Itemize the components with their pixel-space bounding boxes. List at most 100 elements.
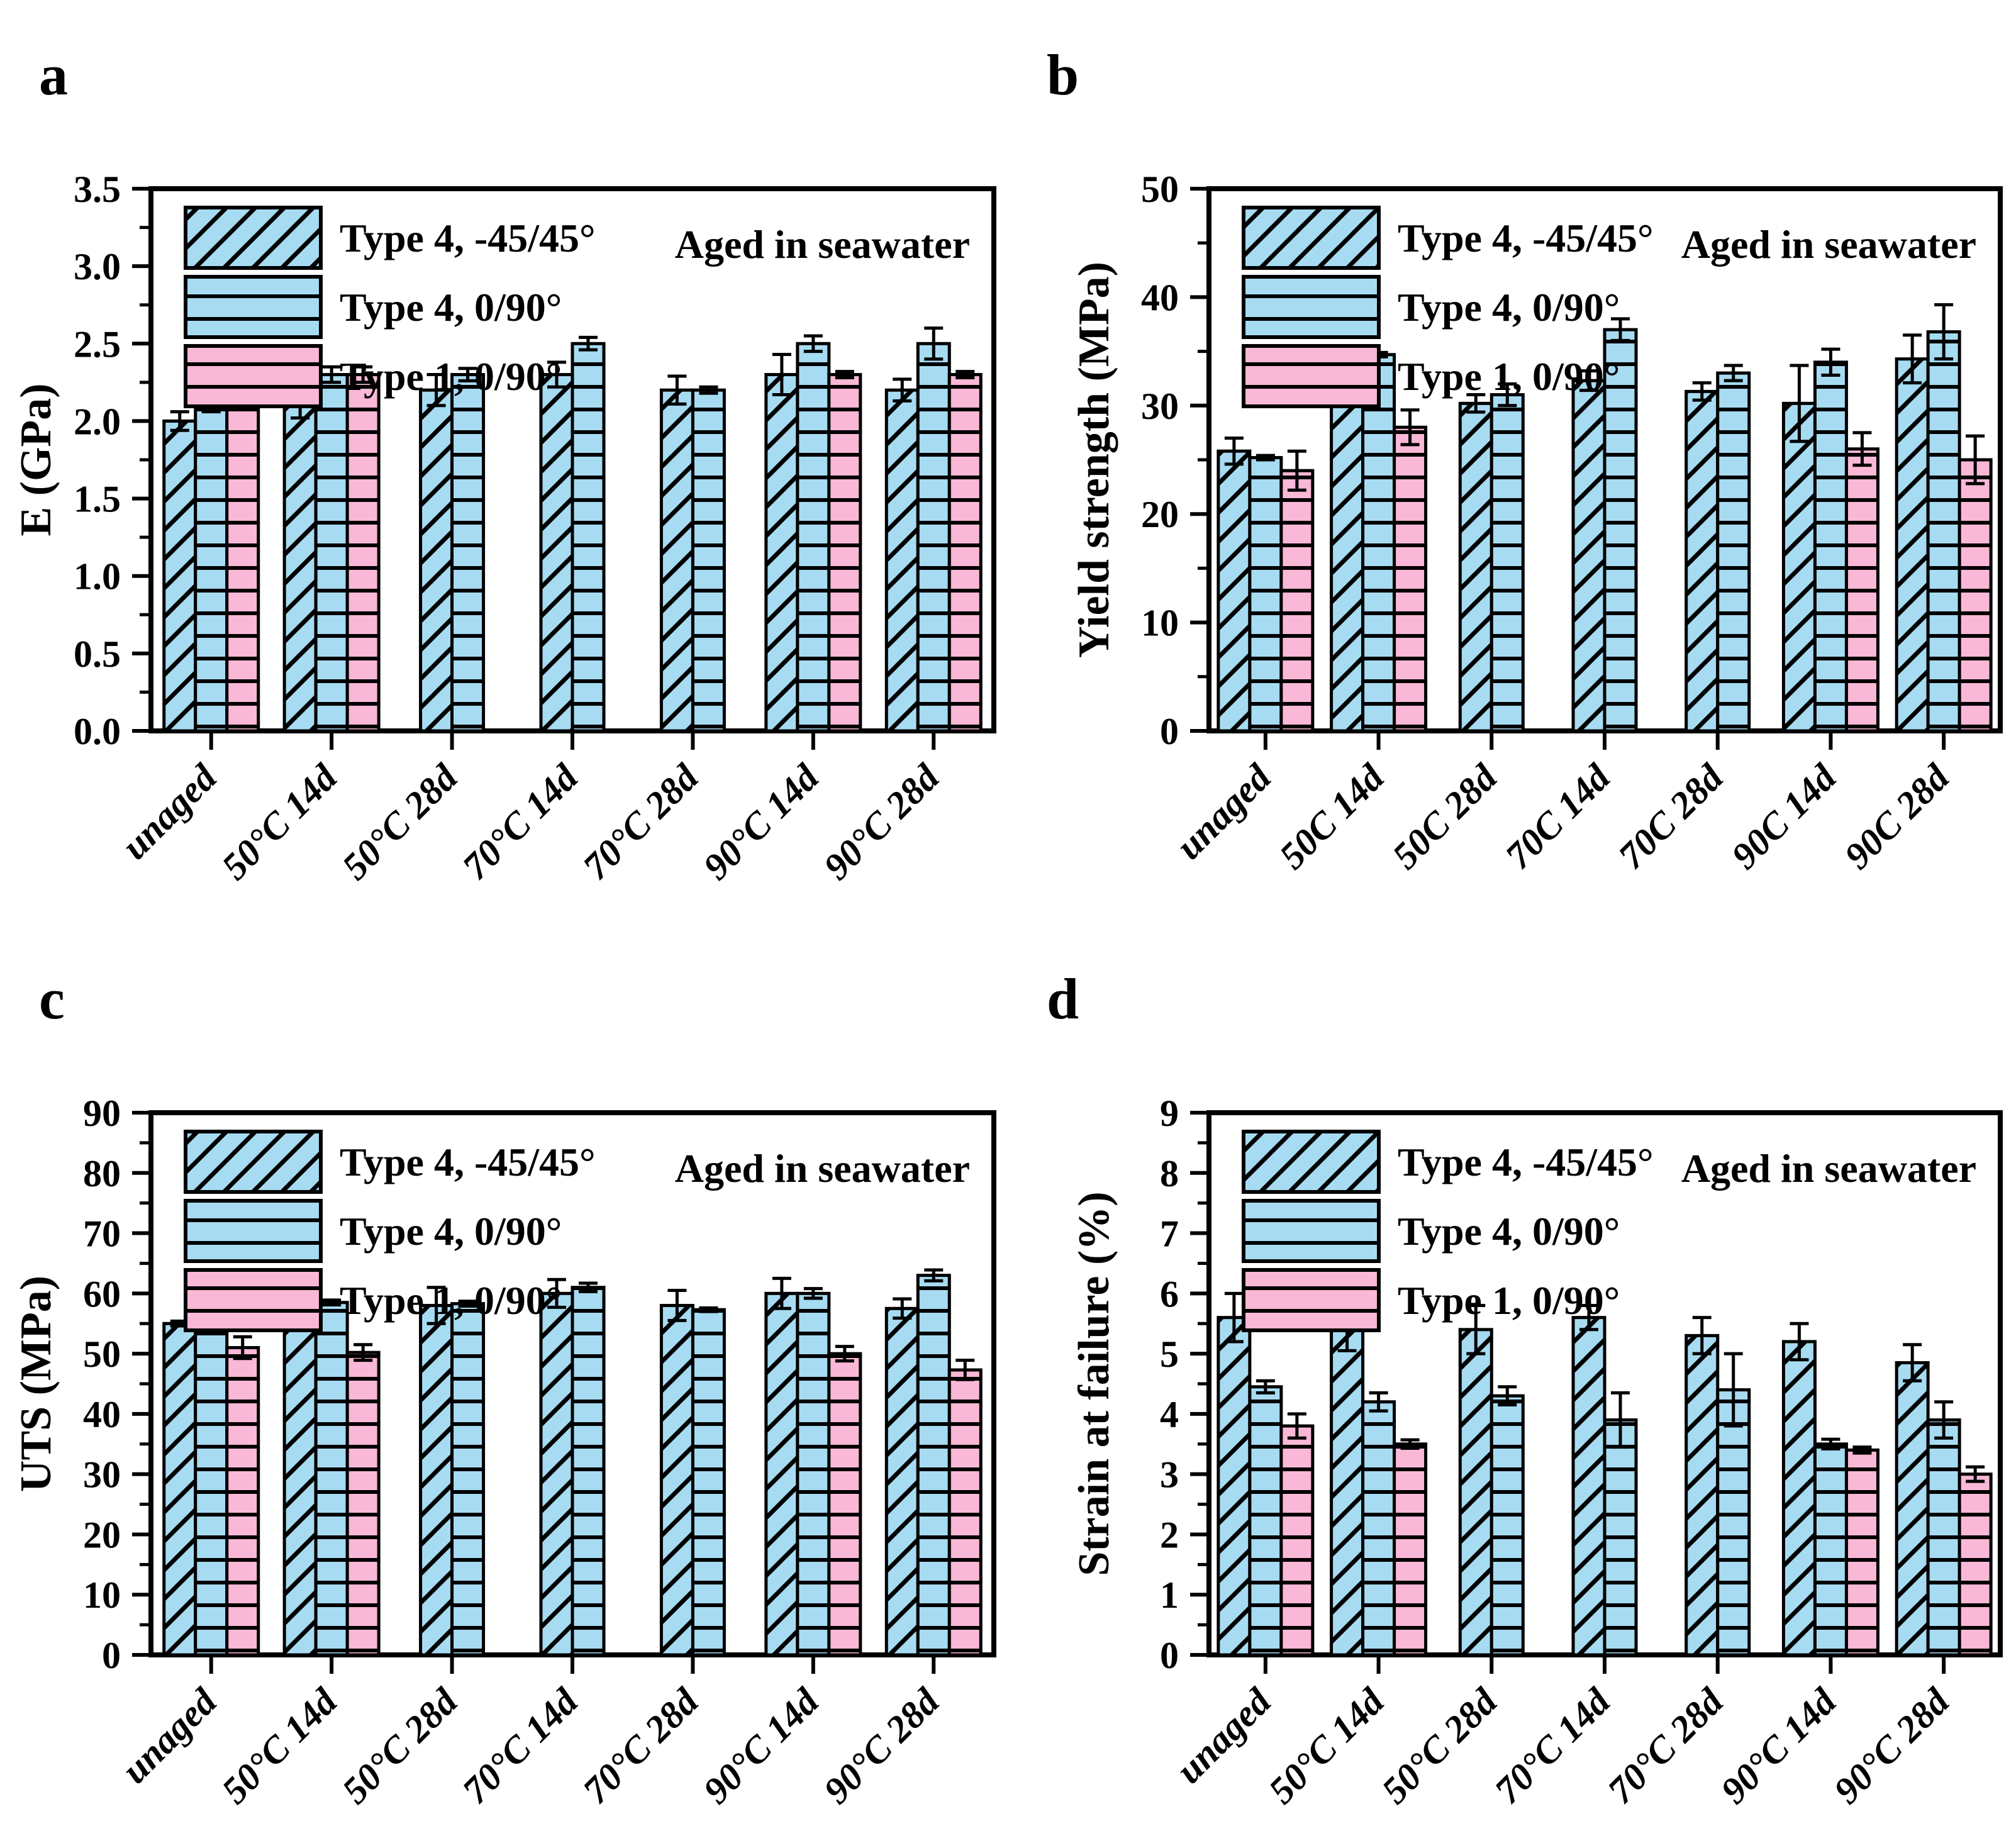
x-tick-label: 50°C 14d — [214, 756, 345, 888]
legend-label: Type 4, -45/45° — [340, 216, 596, 260]
bar — [796, 1291, 831, 1657]
bar — [1248, 456, 1283, 733]
bar — [450, 373, 486, 733]
bar — [225, 1346, 260, 1657]
bar — [827, 1352, 862, 1657]
bar — [1571, 1316, 1607, 1657]
y-axis-title: E (GPa) — [12, 383, 60, 536]
legend-label: Type 4, 0/90° — [340, 1209, 562, 1254]
x-tick-label: unaged — [1168, 756, 1279, 867]
bar — [539, 1291, 574, 1657]
bar — [1685, 1333, 1720, 1657]
bar — [1603, 328, 1638, 733]
legend-label: Type 1, 0/90° — [340, 1278, 562, 1323]
bar — [1458, 1328, 1493, 1657]
bar — [1958, 1472, 1993, 1657]
bar — [947, 373, 983, 733]
panel-a: a 0.0 0.5 1.0 1.5 2.0 2.5 3.0 3.5 E (GPa) unaged 50… — [0, 0, 1008, 924]
panel-letter: d — [1047, 967, 1079, 1031]
bar — [691, 388, 726, 733]
x-tick-label: 90°C 14d — [695, 756, 827, 888]
bar — [1781, 1340, 1817, 1657]
bar — [314, 1301, 349, 1657]
y-tick-label: 0.5 — [74, 633, 121, 675]
x-tick-label: 70C 14d — [1498, 756, 1618, 877]
bar — [1685, 389, 1720, 733]
bar — [659, 388, 694, 733]
bar — [1844, 447, 1880, 733]
y-tick-label: 0 — [102, 1635, 121, 1676]
bar — [282, 1316, 318, 1657]
y-axis-title: Strain at failure (%) — [1070, 1191, 1118, 1576]
x-tick-label: 90C 14d — [1724, 756, 1844, 877]
bar — [1813, 360, 1848, 733]
bar — [1781, 401, 1817, 733]
y-tick-label: 90 — [83, 1093, 121, 1134]
y-tick-label: 30 — [1141, 386, 1179, 427]
y-axis-title: Yield strength (MPa) — [1070, 262, 1118, 658]
x-tick-label: 90°C 14d — [1713, 1680, 1844, 1812]
x-tick-label: 70°C 14d — [455, 1680, 586, 1812]
bar — [1330, 387, 1365, 733]
legend-swatch — [184, 1199, 323, 1263]
legend-swatch — [1242, 1199, 1381, 1263]
x-tick-label: 90°C 28d — [816, 756, 947, 888]
bar — [1248, 1385, 1283, 1657]
bar — [884, 1306, 920, 1657]
y-tick-label: 2.5 — [74, 323, 121, 365]
bar — [1958, 458, 1993, 733]
bar — [1895, 1361, 1930, 1657]
bar — [1393, 1442, 1428, 1657]
bar — [1813, 1442, 1848, 1657]
legend-swatch — [1242, 275, 1381, 339]
y-tick-label: 0 — [1160, 711, 1179, 752]
y-tick-label: 10 — [1141, 603, 1179, 644]
bar — [571, 1286, 606, 1657]
legend-label: Type 4, -45/45° — [340, 1140, 596, 1184]
bar — [1330, 1318, 1365, 1657]
legend-swatch — [184, 206, 323, 270]
y-tick-label: 40 — [1141, 277, 1179, 318]
bar — [1361, 353, 1396, 733]
panel-letter: a — [39, 43, 68, 107]
legend-swatch — [184, 1268, 323, 1332]
bar — [450, 1302, 486, 1657]
panel-d: d 0 1 2 3 4 5 6 7 8 9 Strain at failure (%) unaged 50… — [1008, 924, 2016, 1848]
y-tick-label: 8 — [1160, 1153, 1179, 1194]
bar — [282, 404, 318, 733]
legend-label: Type 4, 0/90° — [1398, 285, 1620, 330]
bar — [571, 342, 606, 733]
x-tick-label: 50°C 14d — [214, 1680, 345, 1812]
bar — [1716, 1388, 1751, 1657]
bar — [1217, 449, 1252, 733]
bar — [884, 388, 920, 733]
bar — [162, 1322, 198, 1657]
y-tick-label: 0 — [1160, 1635, 1179, 1676]
y-tick-label: 1 — [1160, 1574, 1179, 1616]
x-tick-label: 50°C 28d — [1374, 1680, 1505, 1812]
y-axis-title: UTS (MPa) — [12, 1276, 60, 1492]
bar — [1393, 425, 1428, 733]
y-tick-label: 30 — [83, 1454, 121, 1496]
legend-label: Type 4, 0/90° — [340, 285, 562, 330]
bar — [827, 373, 862, 733]
y-tick-label: 1.0 — [74, 556, 121, 598]
y-tick-label: 80 — [83, 1153, 121, 1194]
x-tick-label: 50C 14d — [1271, 756, 1392, 877]
x-tick-label: 70°C 28d — [575, 756, 706, 888]
legend-label: Type 1, 0/90° — [1398, 354, 1620, 399]
bar — [194, 404, 229, 733]
x-tick-label: 50°C 28d — [334, 756, 465, 888]
y-tick-label: 10 — [83, 1574, 121, 1616]
y-tick-label: 70 — [83, 1213, 121, 1255]
legend-swatch — [1242, 206, 1381, 270]
bar — [764, 1291, 799, 1657]
y-tick-label: 50 — [1141, 169, 1179, 210]
x-tick-label: 70°C 28d — [575, 1680, 706, 1812]
y-tick-label: 40 — [83, 1394, 121, 1435]
x-tick-label: unaged — [1168, 1680, 1279, 1791]
x-tick-label: 50°C 28d — [334, 1680, 465, 1812]
panel-letter: c — [39, 967, 65, 1031]
